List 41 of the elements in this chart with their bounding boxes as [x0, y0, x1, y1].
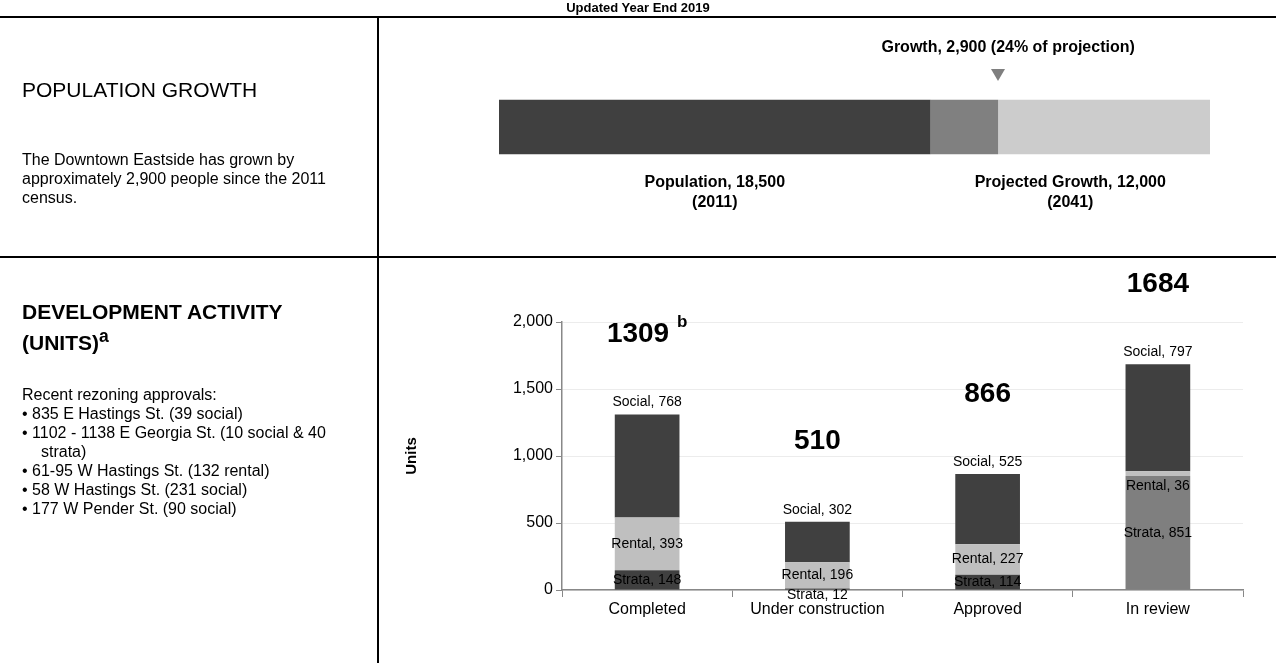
- bar: [955, 473, 1020, 545]
- bar: [785, 521, 850, 563]
- data-label: Rental, 227: [951, 550, 1024, 567]
- total-label: 866: [964, 376, 1011, 408]
- text: The Downtown Eastside has grown by approximately 2,900 people since the 2011 census.: [22, 150, 327, 207]
- x-tick-label: Under construction: [750, 600, 885, 618]
- x-tick-label: Completed: [608, 600, 686, 618]
- x-tick-label: In review: [1125, 600, 1191, 618]
- y-tick-label: 2,000: [512, 312, 554, 330]
- text: Projected Growth, 12,000 (2041): [974, 172, 1166, 210]
- y-tick-label: 1,000: [512, 446, 554, 464]
- data-label: Social, 525: [952, 452, 1023, 469]
- x-tick-label: Approved: [953, 600, 1022, 618]
- data-label: Social, 797: [1123, 343, 1193, 360]
- data-label: Social, 302: [782, 500, 853, 517]
- data-label: Strata, 12: [787, 586, 848, 603]
- data-label: Rental, 196: [781, 566, 854, 583]
- text: Population, 18,500 (2011): [644, 172, 786, 210]
- total-label: 1309 b: [606, 311, 688, 349]
- total-label: 510: [794, 424, 841, 456]
- data-label: Rental, 393: [611, 534, 684, 551]
- text: • 61-95 W Hastings St. (132 rental): [22, 461, 271, 480]
- text: Updated Year End 2019: [565, 0, 711, 16]
- data-label: Social, 768: [612, 393, 682, 410]
- y-tick-label: 500: [526, 513, 554, 531]
- text: • 177 W Pender St. (90 social): [22, 499, 238, 518]
- y-axis-title: Units: [402, 437, 420, 475]
- text: • 58 W Hastings St. (231 social): [22, 480, 249, 499]
- text: DEVELOPMENT ACTIVITY (UNITS)$^{a}$: [22, 300, 284, 355]
- text: Recent rezoning approvals:: [22, 385, 218, 404]
- y-tick-label: 1,500: [512, 379, 554, 397]
- y-tick-label: 0: [544, 580, 554, 598]
- bar: [1125, 364, 1191, 472]
- text: • 1102 - 1138 E Georgia St. (10 social & 40 strata): [22, 423, 327, 461]
- text: • 835 E Hastings St. (39 social): [22, 404, 244, 423]
- bar: [614, 414, 680, 518]
- text: Growth, 2,900 (24% of projection): [881, 38, 1135, 56]
- bar: [1125, 471, 1191, 476]
- text: POPULATION GROWTH: [22, 78, 259, 102]
- data-label: Rental, 36: [1125, 476, 1190, 493]
- total-label: 1684: [1126, 267, 1190, 299]
